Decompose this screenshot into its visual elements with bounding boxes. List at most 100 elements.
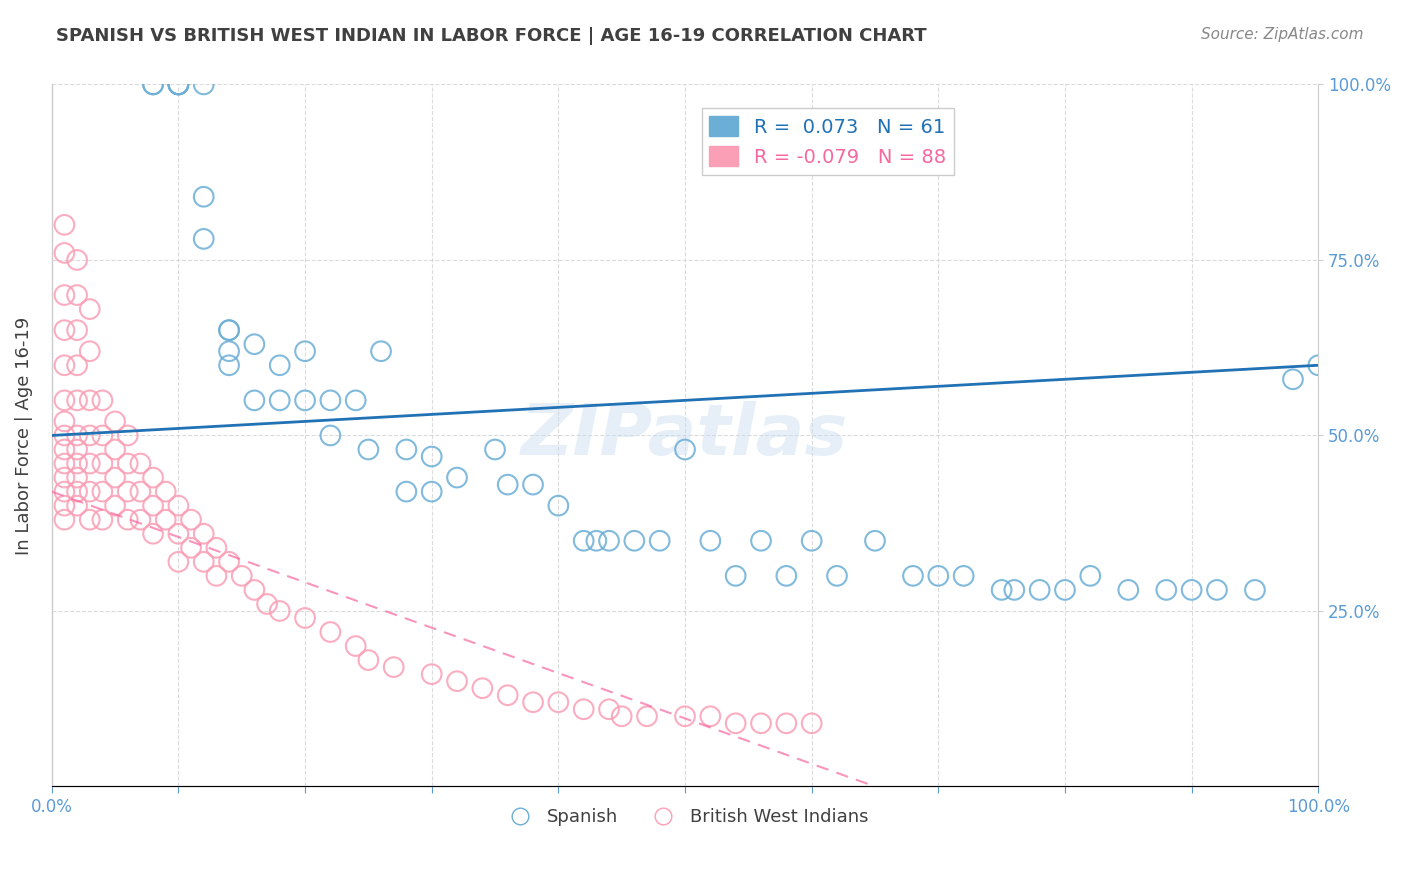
Point: [901, 569, 924, 583]
Point: [117, 513, 139, 527]
Legend: Spanish, British West Indians: Spanish, British West Indians: [495, 801, 876, 834]
Point: [269, 358, 291, 372]
Point: [1206, 582, 1229, 597]
Point: [53, 323, 76, 337]
Point: [193, 78, 215, 92]
Point: [66, 358, 89, 372]
Point: [1156, 582, 1178, 597]
Point: [79, 302, 101, 317]
Point: [129, 513, 152, 527]
Point: [53, 457, 76, 471]
Point: [53, 470, 76, 484]
Point: [167, 555, 190, 569]
Point: [167, 78, 190, 92]
Point: [91, 513, 114, 527]
Point: [357, 442, 380, 457]
Point: [91, 484, 114, 499]
Point: [572, 533, 595, 548]
Point: [243, 337, 266, 351]
Point: [104, 470, 127, 484]
Point: [484, 442, 506, 457]
Point: [104, 499, 127, 513]
Point: [104, 442, 127, 457]
Point: [775, 716, 797, 731]
Point: [420, 484, 443, 499]
Point: [1244, 582, 1267, 597]
Point: [53, 393, 76, 408]
Point: [1181, 582, 1204, 597]
Point: [79, 393, 101, 408]
Point: [269, 393, 291, 408]
Point: [724, 716, 747, 731]
Point: [610, 709, 633, 723]
Point: [53, 499, 76, 513]
Point: [636, 709, 658, 723]
Point: [598, 533, 620, 548]
Point: [420, 667, 443, 681]
Point: [585, 533, 607, 548]
Point: [572, 702, 595, 716]
Point: [180, 513, 202, 527]
Point: [155, 513, 177, 527]
Point: [471, 681, 494, 696]
Point: [243, 582, 266, 597]
Point: [142, 499, 165, 513]
Point: [218, 555, 240, 569]
Point: [167, 499, 190, 513]
Point: [66, 252, 89, 267]
Point: [79, 344, 101, 359]
Point: [269, 604, 291, 618]
Point: [749, 533, 772, 548]
Point: [53, 414, 76, 428]
Point: [598, 702, 620, 716]
Point: [231, 569, 253, 583]
Point: [193, 555, 215, 569]
Point: [344, 393, 367, 408]
Point: [344, 639, 367, 653]
Text: SPANISH VS BRITISH WEST INDIAN IN LABOR FORCE | AGE 16-19 CORRELATION CHART: SPANISH VS BRITISH WEST INDIAN IN LABOR …: [56, 27, 927, 45]
Point: [66, 442, 89, 457]
Point: [623, 533, 645, 548]
Point: [53, 218, 76, 232]
Point: [800, 716, 823, 731]
Point: [193, 190, 215, 204]
Point: [205, 569, 228, 583]
Point: [79, 484, 101, 499]
Point: [294, 393, 316, 408]
Point: [496, 688, 519, 702]
Point: [79, 513, 101, 527]
Point: [205, 541, 228, 555]
Point: [167, 526, 190, 541]
Point: [990, 582, 1012, 597]
Point: [256, 597, 278, 611]
Point: [294, 611, 316, 625]
Point: [53, 246, 76, 260]
Point: [104, 414, 127, 428]
Point: [395, 442, 418, 457]
Point: [53, 484, 76, 499]
Point: [91, 457, 114, 471]
Point: [1028, 582, 1050, 597]
Text: ZIPatlas: ZIPatlas: [522, 401, 849, 470]
Point: [294, 344, 316, 359]
Point: [775, 569, 797, 583]
Point: [66, 428, 89, 442]
Point: [180, 541, 202, 555]
Point: [1116, 582, 1139, 597]
Point: [420, 450, 443, 464]
Point: [547, 499, 569, 513]
Point: [547, 695, 569, 709]
Point: [167, 78, 190, 92]
Point: [522, 695, 544, 709]
Point: [79, 457, 101, 471]
Point: [800, 533, 823, 548]
Point: [53, 358, 76, 372]
Point: [91, 428, 114, 442]
Point: [648, 533, 671, 548]
Point: [66, 323, 89, 337]
Point: [370, 344, 392, 359]
Point: [142, 526, 165, 541]
Point: [319, 428, 342, 442]
Point: [66, 457, 89, 471]
Point: [496, 477, 519, 491]
